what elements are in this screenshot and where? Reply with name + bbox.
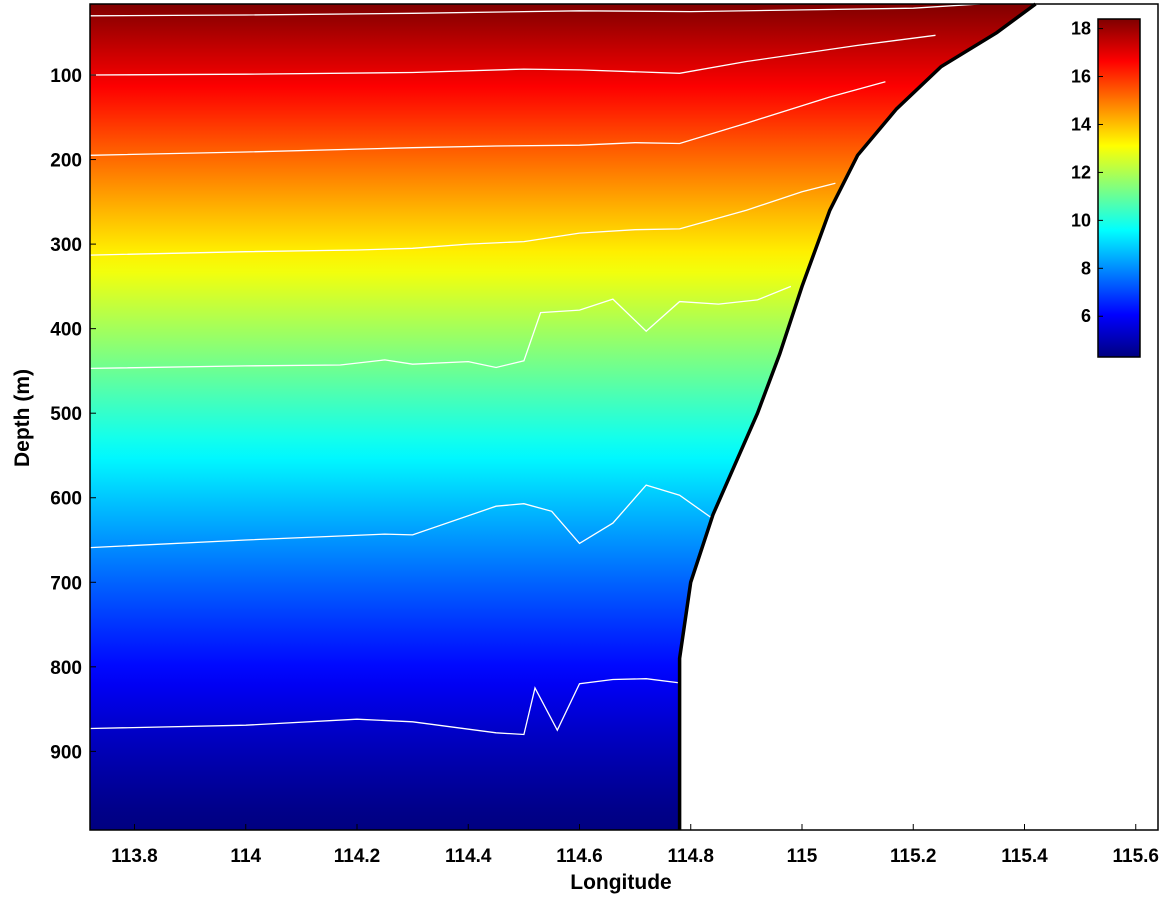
axes: 113.8 114 114.2 114.4 114.6 114.8 115 115.2 115.…: [50, 3, 1160, 867]
x-tick-label: 114.2: [334, 846, 381, 867]
contour-line: [89, 484, 714, 549]
y-tick-label: 300: [50, 235, 82, 256]
seafloor-profile: [677, 2, 1158, 830]
x-tick-label: 115.2: [890, 846, 937, 867]
land-area: [679, 4, 1158, 830]
colorbar-tick-label: 6: [1081, 306, 1091, 326]
colorbar-tick-label: 10: [1071, 210, 1091, 230]
x-tick-label: 115.6: [1113, 846, 1160, 867]
y-tick-label: 700: [50, 573, 82, 594]
contour-line: [89, 34, 936, 76]
colorbar: 6 8 10 12 14 16 18: [1071, 18, 1141, 358]
bathymetry-line: [677, 2, 1037, 830]
contour-line: [89, 81, 886, 156]
colorbar-tick-label: 8: [1081, 258, 1091, 278]
x-tick-label: 115: [787, 846, 818, 867]
y-tick-label: 400: [50, 320, 82, 341]
y-tick-label: 900: [50, 742, 82, 763]
x-tick-label: 114.4: [445, 846, 492, 867]
y-tick-label: 200: [50, 151, 82, 172]
contour-line: [89, 182, 836, 256]
colorbar-tick-label: 18: [1071, 19, 1091, 39]
colorbar-tick-label: 16: [1071, 67, 1091, 87]
y-tick-label: 100: [50, 66, 82, 87]
x-tick-label: 114.6: [556, 846, 603, 867]
x-tick-label: 115.4: [1001, 846, 1048, 867]
x-axis-title: Longitude: [570, 871, 671, 894]
plot-frame: [89, 3, 1159, 831]
y-axis-title: Depth (m): [11, 369, 34, 467]
contour-line: [89, 678, 680, 736]
contour-lines: [89, 3, 981, 736]
colorbar-bar: [1097, 18, 1141, 358]
x-tick-label: 114.8: [668, 846, 715, 867]
colorbar-tick-label: 12: [1071, 162, 1091, 182]
contour-line: [89, 285, 792, 370]
x-tick-label: 114: [230, 846, 261, 867]
y-tick-label: 600: [50, 489, 82, 510]
contour-line: [89, 3, 981, 17]
y-tick-label: 800: [50, 658, 82, 679]
colorbar-tick-label: 14: [1071, 114, 1091, 134]
x-tick-label: 113.8: [111, 846, 158, 867]
y-tick-label: 500: [50, 404, 82, 425]
